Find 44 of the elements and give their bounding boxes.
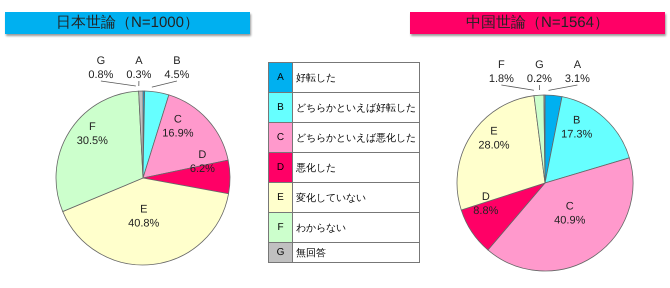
data-label: 30.5% [76,135,108,148]
data-label: 3.1% [564,73,590,85]
text: わからない [292,212,420,242]
data-label: 28.0% [478,140,510,152]
data-label: 40.8% [128,218,160,230]
chart-title: 日本世論（N=1000） [5,12,250,34]
text: 無回答 [292,242,420,262]
text: どちらかといえば好転した [292,92,420,122]
swatch-cell: B [268,92,292,122]
data-label: 0.2% [526,73,552,85]
swatch-cell: D [268,152,292,182]
slice-label: F [89,121,96,134]
slice-label: E [140,204,148,216]
data-label: 4.5% [164,69,190,81]
data-label: 16.9% [162,128,194,140]
text: 変化していない [292,182,420,212]
data-label: 0.3% [126,69,152,81]
slice-label: G [535,59,544,71]
data-label: 17.3% [561,128,592,141]
slice-label: F [498,59,506,71]
data-label: 40.9% [554,214,586,227]
slice-label: C [174,114,182,126]
swatch-cell: A [268,62,292,92]
data-label: 1.8% [488,73,514,85]
swatch-cell: E [268,182,292,212]
slice-label: D [198,149,206,162]
slice-label: A [574,59,582,71]
data-label: 0.8% [88,69,114,81]
slice-label: G [96,55,106,67]
text: どちらかといえば悪化した [292,122,420,152]
slice-label: E [490,126,498,138]
text: 好転した [292,62,420,92]
text: 悪化した [292,152,420,182]
swatch-cell: G [268,242,292,262]
slice-label: D [482,191,490,204]
data-label: 8.8% [473,205,499,218]
slice-label: B [173,55,181,67]
slice-label: C [566,200,574,213]
slice-label: B [573,114,580,127]
swatch-cell: F [268,212,292,242]
slice-label: A [135,55,144,67]
data-label: 6.2% [190,163,216,176]
swatch-cell: C [268,122,292,152]
chart-title: 中国世論（N=1564） [410,12,665,34]
